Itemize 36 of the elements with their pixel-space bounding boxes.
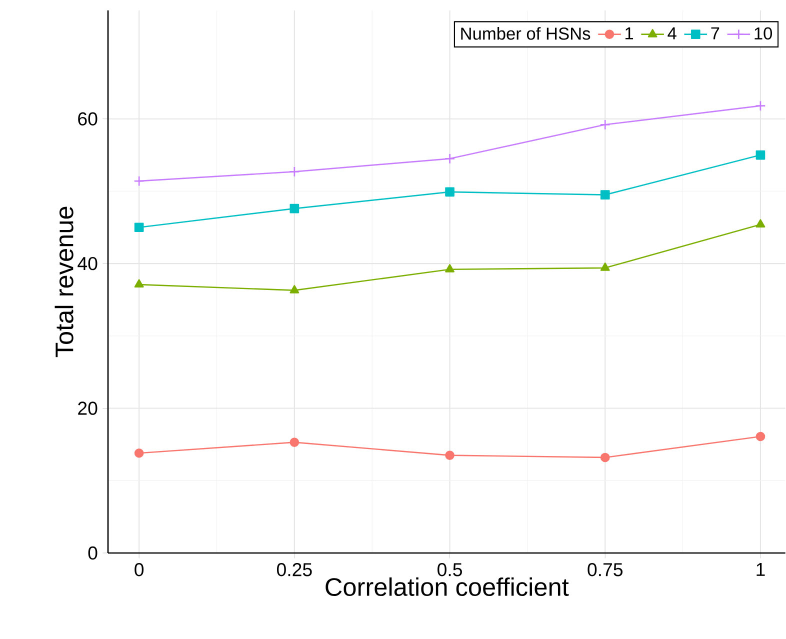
point (600, 262, 610, 271)
point (600, 119, 610, 130)
point (290, 285, 300, 294)
y-tick-label: 0 (88, 546, 98, 560)
point (755, 100, 766, 112)
y-axis-title: Total revenue (54, 206, 74, 358)
y-tick-label: 60 (78, 112, 98, 126)
legend-label: 7 (711, 27, 720, 40)
x-tick-label: 1 (756, 563, 765, 576)
point (756, 219, 766, 228)
point (290, 438, 300, 447)
point (756, 432, 766, 442)
legend-label: 10 (754, 27, 772, 40)
x-tick-label: 0.25 (276, 563, 312, 576)
point (445, 187, 454, 197)
y-tick-label: 40 (78, 256, 98, 270)
point (444, 153, 456, 164)
legend-label: 1 (626, 27, 634, 40)
point (445, 450, 454, 460)
point (134, 176, 144, 186)
point (445, 264, 454, 272)
x-tick-label: 0 (134, 563, 144, 576)
x-tick-label: 0.75 (588, 563, 623, 576)
point (600, 190, 610, 200)
point (756, 150, 766, 160)
point (134, 279, 144, 288)
legend-label: 4 (668, 27, 676, 40)
y-tick-label: 20 (78, 402, 98, 415)
x-axis-title: Correlation coefficient (326, 577, 569, 596)
point (290, 204, 300, 214)
legend-title: Number of HSNs (461, 27, 590, 40)
point (289, 166, 300, 178)
point (134, 448, 144, 458)
x-tick-label: 0.5 (438, 563, 462, 576)
point (134, 222, 144, 232)
point (600, 452, 610, 462)
